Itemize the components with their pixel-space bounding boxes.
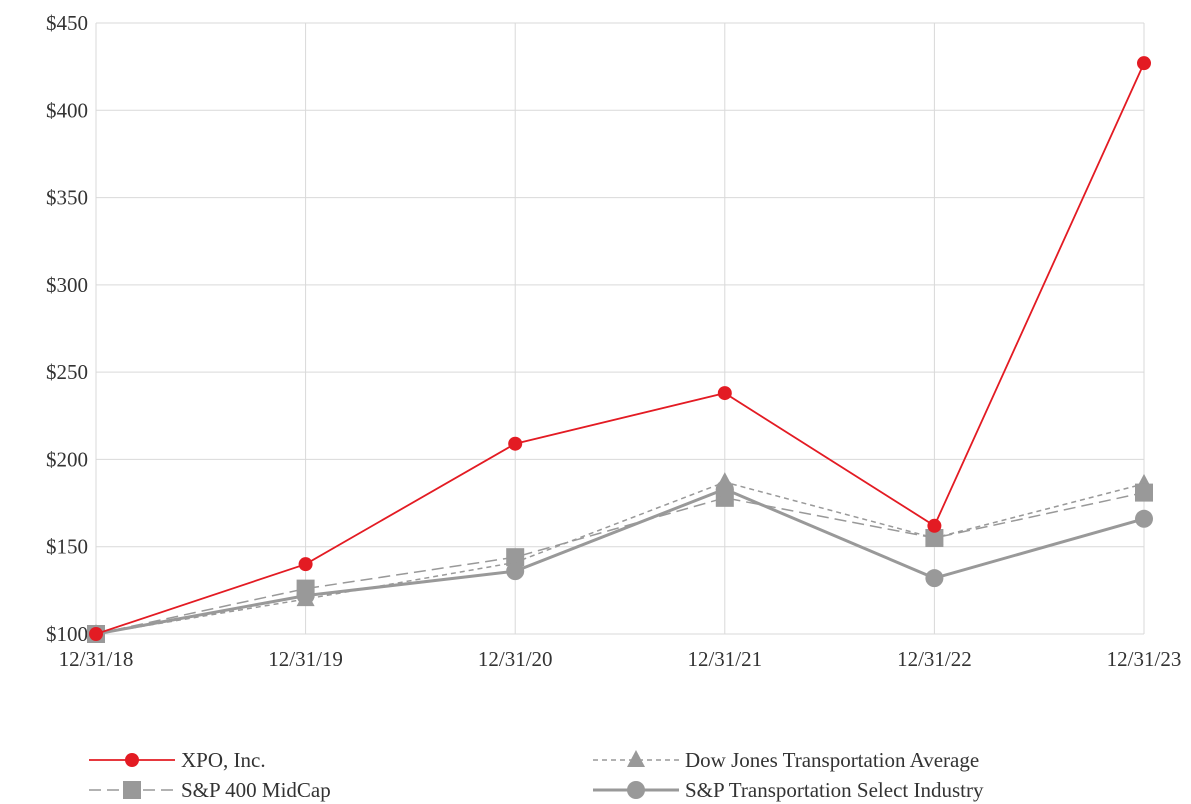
y-tick-label: $400 (46, 98, 88, 122)
y-tick-label: $150 (46, 535, 88, 559)
data-point (506, 562, 525, 581)
series-line (95, 487, 1145, 636)
data-point (1135, 509, 1153, 528)
series-line (95, 481, 1145, 635)
y-tick-label: $100 (46, 622, 88, 646)
data-point (717, 386, 732, 401)
y-tick-label: $200 (46, 447, 88, 471)
legend-item: XPO, Inc. (89, 748, 266, 772)
x-tick-label: 12/31/19 (268, 647, 343, 671)
axes: $100 $150 $200 $250 $300 $350 $400 $450 12/31/18… (46, 11, 1181, 671)
legend-swatch-marker (125, 753, 139, 767)
data-point (1137, 56, 1151, 71)
data-point (298, 557, 313, 572)
grid (96, 22, 1145, 634)
x-tick-label: 12/31/21 (687, 647, 762, 671)
series-line (95, 491, 1145, 635)
y-tick-label: $250 (46, 360, 88, 384)
y-tick-label: $350 (46, 186, 88, 210)
x-tick-label: 12/31/18 (59, 647, 134, 671)
legend-label: S&P 400 MidCap (181, 778, 331, 802)
legend-swatch-marker (627, 750, 645, 767)
series-group (87, 483, 1153, 643)
legend-item: S&P Transportation Select Industry (593, 778, 984, 802)
data-point (296, 586, 315, 605)
series-group (87, 480, 1153, 643)
data-point (89, 627, 103, 641)
legend-swatch-marker (627, 781, 645, 799)
x-tick-label: 12/31/22 (897, 647, 972, 671)
legend-swatch-marker (123, 781, 141, 799)
data-point (925, 528, 944, 547)
series-line (95, 62, 1145, 635)
series-group (87, 472, 1153, 641)
data-point (927, 518, 942, 533)
legend-item: Dow Jones Transportation Average (593, 748, 979, 772)
legend-label: XPO, Inc. (181, 748, 266, 772)
legend: XPO, Inc. Dow Jones Transportation Averag… (89, 748, 984, 802)
x-tick-label: 12/31/23 (1107, 647, 1182, 671)
y-tick-label: $300 (46, 273, 88, 297)
data-point (506, 548, 525, 567)
y-tick-label: $450 (46, 11, 88, 35)
data-point (508, 436, 523, 451)
x-tick-label: 12/31/20 (478, 647, 553, 671)
legend-item: S&P 400 MidCap (89, 778, 331, 802)
series-lines (87, 56, 1153, 643)
data-point (715, 480, 734, 499)
legend-label: S&P Transportation Select Industry (685, 778, 984, 802)
series-group (89, 56, 1151, 641)
data-point (925, 569, 944, 588)
data-point (1135, 483, 1153, 502)
legend-label: Dow Jones Transportation Average (685, 748, 979, 772)
